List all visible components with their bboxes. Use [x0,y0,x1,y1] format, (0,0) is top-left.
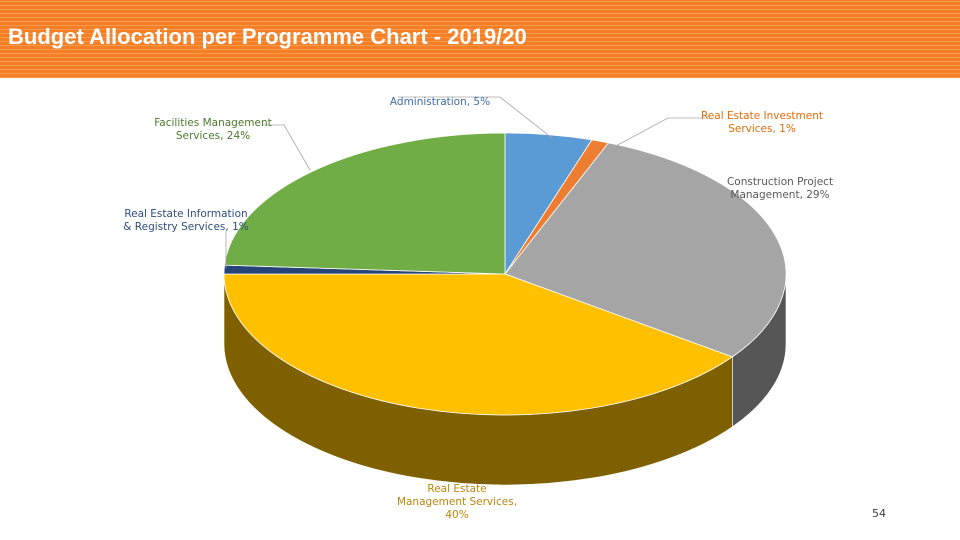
pie-slice-5 [224,132,506,275]
pie-top-faces [223,132,787,416]
pie-slice-3 [223,273,734,416]
data-label-5: Facilities Management Services, 24% [154,117,272,142]
data-label-0: Administration, 5% [390,96,490,108]
leader-line-5 [262,124,311,171]
leader-line-1 [611,117,705,149]
data-label-3: Real Estate Management Services, 40% [397,483,517,521]
title-bar: Budget Allocation per Programme Chart - … [0,0,960,78]
pie-labels: Administration, 5% Real Estate Investment… [123,96,833,521]
page-title: Budget Allocation per Programme Chart - … [8,24,527,49]
data-label-1: Real Estate Investment Services, 1% [701,110,823,135]
leader-line-0 [398,96,553,139]
page-number: 54 [872,507,886,520]
pie-slice-2 [504,142,787,358]
data-label-4: Real Estate Information & Registry Servic… [123,208,248,233]
data-label-2: Construction Project Management, 29% [727,176,833,201]
